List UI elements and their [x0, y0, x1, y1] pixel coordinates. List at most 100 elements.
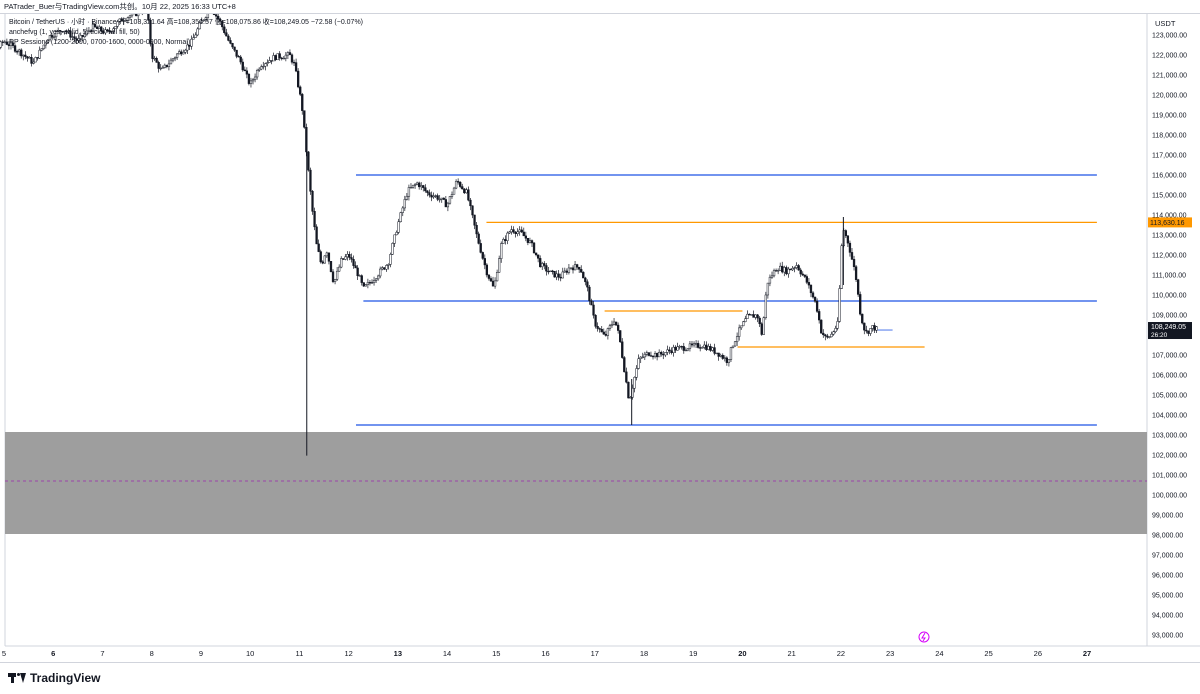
- candle-body: [46, 39, 50, 44]
- candle-body: [100, 26, 103, 32]
- candle-body: [241, 61, 244, 71]
- candle-body: [36, 57, 39, 59]
- candle-body: [696, 343, 700, 348]
- indicator-fvg-line[interactable]: anchefvg (1, yes, solid, 5, ticks, full …: [9, 29, 140, 36]
- candle-body: [820, 319, 823, 334]
- candle-body: [733, 341, 737, 347]
- candle-body: [569, 267, 573, 269]
- price-tick-label: 113,000.00: [1152, 233, 1187, 240]
- candle-body: [26, 56, 29, 59]
- candle-body: [98, 26, 101, 29]
- candle-body: [32, 61, 35, 64]
- candle-body: [428, 192, 431, 196]
- candle-body: [580, 269, 583, 273]
- candle-body: [333, 279, 337, 282]
- candle-body: [551, 270, 554, 272]
- candle-body: [124, 20, 127, 22]
- indicator-sessions-line[interactable]: RP Sessions (1200-2000, 0700-1600, 0000-…: [9, 39, 191, 46]
- candle-body: [774, 270, 778, 272]
- candle-body: [846, 235, 850, 244]
- tradingview-brand[interactable]: TradingView: [8, 671, 100, 685]
- candle-body: [255, 70, 259, 78]
- price-tick-label: 107,000.00: [1152, 353, 1187, 360]
- candle-body: [85, 30, 89, 35]
- price-tick-label: 106,000.00: [1152, 373, 1187, 380]
- candle-body: [649, 355, 653, 357]
- candle-body: [584, 277, 587, 283]
- candle-body: [545, 265, 548, 272]
- candle-body: [703, 344, 706, 348]
- candle-body: [489, 278, 493, 282]
- price-chart[interactable]: 123,000.00 122,000.00 121,000.00 120,000.00…: [0, 14, 1200, 662]
- candle-body: [20, 49, 23, 57]
- candle-body: [666, 349, 669, 353]
- candle-body: [801, 273, 804, 276]
- candle-body: [719, 354, 722, 357]
- candle-body: [165, 64, 169, 68]
- candle-body: [848, 242, 852, 253]
- candle-body: [641, 356, 644, 358]
- candle-body: [379, 268, 382, 277]
- candle-body: [307, 151, 310, 171]
- candle-body: [217, 15, 220, 20]
- candle-body: [184, 49, 187, 53]
- candle-body: [44, 42, 47, 46]
- candle-body: [856, 279, 860, 295]
- candle-body: [571, 267, 575, 271]
- candle-body: [352, 259, 355, 266]
- tradingview-logo-icon: [8, 672, 26, 684]
- candle-body: [520, 229, 523, 233]
- candle-body: [616, 324, 620, 331]
- candle-body: [346, 254, 349, 258]
- candle-body: [286, 52, 290, 56]
- candle-body: [65, 30, 68, 33]
- candle-body: [590, 300, 593, 306]
- candle-body: [824, 334, 827, 337]
- candle-body: [401, 207, 404, 213]
- candle-body: [411, 184, 415, 188]
- candle-body: [18, 49, 21, 52]
- candle-body: [785, 267, 788, 275]
- candle-body: [756, 314, 759, 319]
- candle-body: [350, 257, 353, 260]
- candle-body: [567, 267, 571, 273]
- candle-body: [364, 284, 367, 287]
- candle-body: [731, 345, 735, 348]
- price-tick-label: 117,000.00: [1152, 153, 1187, 160]
- time-tick-label: 19: [689, 649, 697, 658]
- candle-body: [196, 28, 199, 36]
- candle-body: [793, 267, 796, 269]
- fvg-zone: [5, 432, 1147, 534]
- candle-body: [151, 43, 154, 59]
- candle-body: [319, 251, 322, 263]
- candle-body: [469, 199, 472, 207]
- candle-body: [321, 261, 324, 264]
- candle-body: [557, 273, 560, 278]
- candle-body: [647, 352, 651, 356]
- candle-body: [483, 258, 486, 266]
- jump-to-realtime-icon[interactable]: [918, 631, 930, 643]
- candle-body: [723, 357, 726, 359]
- last-price-label: 108,249.05: [1151, 324, 1186, 331]
- candle-body: [440, 197, 443, 200]
- candle-body: [623, 357, 626, 373]
- candle-body: [514, 231, 517, 234]
- candle-body: [692, 343, 696, 346]
- candle-body: [555, 273, 558, 278]
- candle-body: [50, 35, 54, 38]
- candle-body: [157, 62, 160, 69]
- candle-body: [225, 32, 228, 37]
- candle-body: [159, 67, 162, 70]
- candle-body: [40, 48, 43, 51]
- candle-body: [508, 231, 511, 234]
- candle-body: [707, 346, 710, 350]
- price-tick-label: 110,000.00: [1152, 293, 1187, 300]
- candle-body: [859, 294, 862, 315]
- candle-body: [748, 313, 751, 316]
- candle-body: [526, 237, 530, 243]
- price-tick-label: 122,000.00: [1152, 53, 1187, 60]
- candle-body: [715, 352, 718, 355]
- candle-body: [781, 265, 784, 273]
- chart-legend: Bitcoin / TetherUS · 小时 · Binance 开=108,…: [9, 18, 363, 48]
- price-tick-label: 103,000.00: [1152, 433, 1187, 440]
